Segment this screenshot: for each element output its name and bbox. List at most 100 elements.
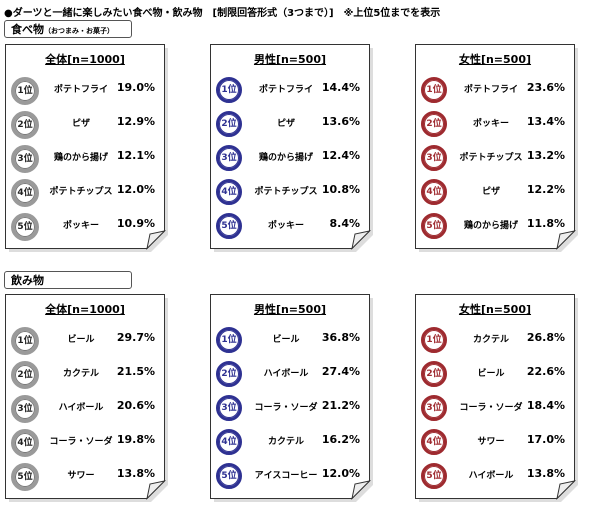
item-value: 16.2% xyxy=(321,433,360,446)
item-value: 12.9% xyxy=(116,115,155,128)
item-value: 26.8% xyxy=(526,331,565,344)
rank-badge: 3位 xyxy=(216,145,242,171)
rank-badge: 3位 xyxy=(421,395,447,421)
rank-badge: 3位 xyxy=(421,145,447,171)
item-value: 10.8% xyxy=(321,183,360,196)
rank-badge: 5位 xyxy=(11,463,39,491)
title: ●ダーツと一緒に楽しみたい食べ物・飲み物 [制限回答形式（3つまで）] ※上位5… xyxy=(4,8,441,19)
item-name: ポテトフライ xyxy=(53,85,108,95)
panel-header: 女性[n=500] xyxy=(458,53,532,66)
item-name: ハイボール xyxy=(58,403,104,413)
panel: 女性[n=500] 1位 カクテル 26.8% 2位 ビール 22.6% 3位 コーラ・ソーダ 1… xyxy=(415,294,578,502)
item-value: 19.0% xyxy=(116,81,155,94)
panel-header: 全体[n=1000] xyxy=(45,303,125,316)
section-title: 飲み物 xyxy=(11,274,44,287)
rank-badge: 4位 xyxy=(421,179,447,205)
item-name: コーラ・ソーダ xyxy=(459,403,523,413)
item-value: 13.6% xyxy=(321,115,360,128)
panel: 男性[n=500] 1位 ポテトフライ 14.4% 2位 ピザ 13.6% 3位 鶏のから揚げ 1… xyxy=(210,44,373,252)
item-value: 21.2% xyxy=(321,399,360,412)
rank-badge: 2位 xyxy=(421,361,447,387)
item-value: 23.6% xyxy=(526,81,565,94)
item-name: ポテトフライ xyxy=(258,85,313,95)
item-value: 17.0% xyxy=(526,433,565,446)
item-value: 20.6% xyxy=(116,399,155,412)
item-name: ピザ xyxy=(71,119,90,129)
section-sublabel: （おつまみ・お菓子） xyxy=(44,27,114,35)
item-name: 鶏のから揚げ xyxy=(258,153,313,163)
item-value: 22.6% xyxy=(526,365,565,378)
rank-badge: 5位 xyxy=(216,213,242,239)
rank-badge: 3位 xyxy=(11,395,39,423)
panel: 女性[n=500] 1位 ポテトフライ 23.6% 2位 ポッキー 13.4% 3位 ポテトチッ… xyxy=(415,44,578,252)
item-value: 21.5% xyxy=(116,365,155,378)
rank-badge: 1位 xyxy=(216,327,242,353)
rank-badge: 3位 xyxy=(11,145,39,173)
item-value: 12.0% xyxy=(116,183,155,196)
item-name: ハイボール xyxy=(263,369,309,379)
item-name: コーラ・ソーダ xyxy=(254,403,318,413)
section-label: 食べ物（おつまみ・お菓子） xyxy=(4,20,132,38)
rank-badge: 2位 xyxy=(216,361,242,387)
item-name: ポッキー xyxy=(472,119,509,129)
panel-header: 女性[n=500] xyxy=(458,303,532,316)
item-name: ピザ xyxy=(481,187,500,197)
item-name: 鶏のから揚げ xyxy=(53,153,108,163)
item-value: 8.4% xyxy=(329,217,360,230)
panel: 男性[n=500] 1位 ビール 36.8% 2位 ハイボール 27.4% 3位 コーラ・ソーダ… xyxy=(210,294,373,502)
item-value: 12.0% xyxy=(321,467,360,480)
rank-badge: 4位 xyxy=(216,179,242,205)
item-value: 13.2% xyxy=(526,149,565,162)
rank-badge: 2位 xyxy=(11,361,39,389)
item-name: カクテル xyxy=(472,335,509,345)
item-name: ハイボール xyxy=(468,471,514,481)
item-name: ポッキー xyxy=(267,221,304,231)
item-name: ビール xyxy=(67,335,95,345)
panel-frame xyxy=(5,44,168,252)
item-name: ピザ xyxy=(276,119,295,129)
item-name: アイスコーヒー xyxy=(254,471,318,481)
item-name: 鶏のから揚げ xyxy=(463,221,518,231)
item-value: 27.4% xyxy=(321,365,360,378)
panel-header: 男性[n=500] xyxy=(253,53,327,66)
item-value: 12.4% xyxy=(321,149,360,162)
panel: 全体[n=1000] 1位 ビール 29.7% 2位 カクテル 21.5% 3位 ハイボール 20… xyxy=(5,294,168,502)
panel-frame xyxy=(210,44,373,252)
panel-frame xyxy=(210,294,373,502)
item-name: ビール xyxy=(272,335,300,345)
rank-badge: 2位 xyxy=(11,111,39,139)
rank-badge: 4位 xyxy=(11,179,39,207)
rank-badge: 1位 xyxy=(11,327,39,355)
rank-badge: 5位 xyxy=(11,213,39,241)
item-value: 36.8% xyxy=(321,331,360,344)
item-name: ポテトチップス xyxy=(459,153,523,163)
item-name: コーラ・ソーダ xyxy=(49,437,113,447)
item-name: ポテトチップス xyxy=(49,187,113,197)
item-value: 13.4% xyxy=(526,115,565,128)
rank-badge: 1位 xyxy=(11,77,39,105)
item-value: 12.1% xyxy=(116,149,155,162)
item-name: サワー xyxy=(477,437,505,447)
item-value: 10.9% xyxy=(116,217,155,230)
item-name: カクテル xyxy=(62,369,99,379)
rank-badge: 1位 xyxy=(216,77,242,103)
rank-badge: 2位 xyxy=(421,111,447,137)
item-name: ポテトフライ xyxy=(463,85,518,95)
item-value: 14.4% xyxy=(321,81,360,94)
item-name: ポテトチップス xyxy=(254,187,318,197)
rank-badge: 1位 xyxy=(421,77,447,103)
item-value: 12.2% xyxy=(526,183,565,196)
rank-badge: 3位 xyxy=(216,395,242,421)
item-value: 13.8% xyxy=(116,467,155,480)
rank-badge: 4位 xyxy=(421,429,447,455)
item-name: ビール xyxy=(477,369,505,379)
panel-header: 男性[n=500] xyxy=(253,303,327,316)
item-name: サワー xyxy=(67,471,95,481)
item-value: 13.8% xyxy=(526,467,565,480)
rank-badge: 5位 xyxy=(421,213,447,239)
section-label: 飲み物 xyxy=(4,271,132,289)
item-value: 19.8% xyxy=(116,433,155,446)
rank-badge: 4位 xyxy=(216,429,242,455)
section-title: 食べ物 xyxy=(11,23,44,36)
